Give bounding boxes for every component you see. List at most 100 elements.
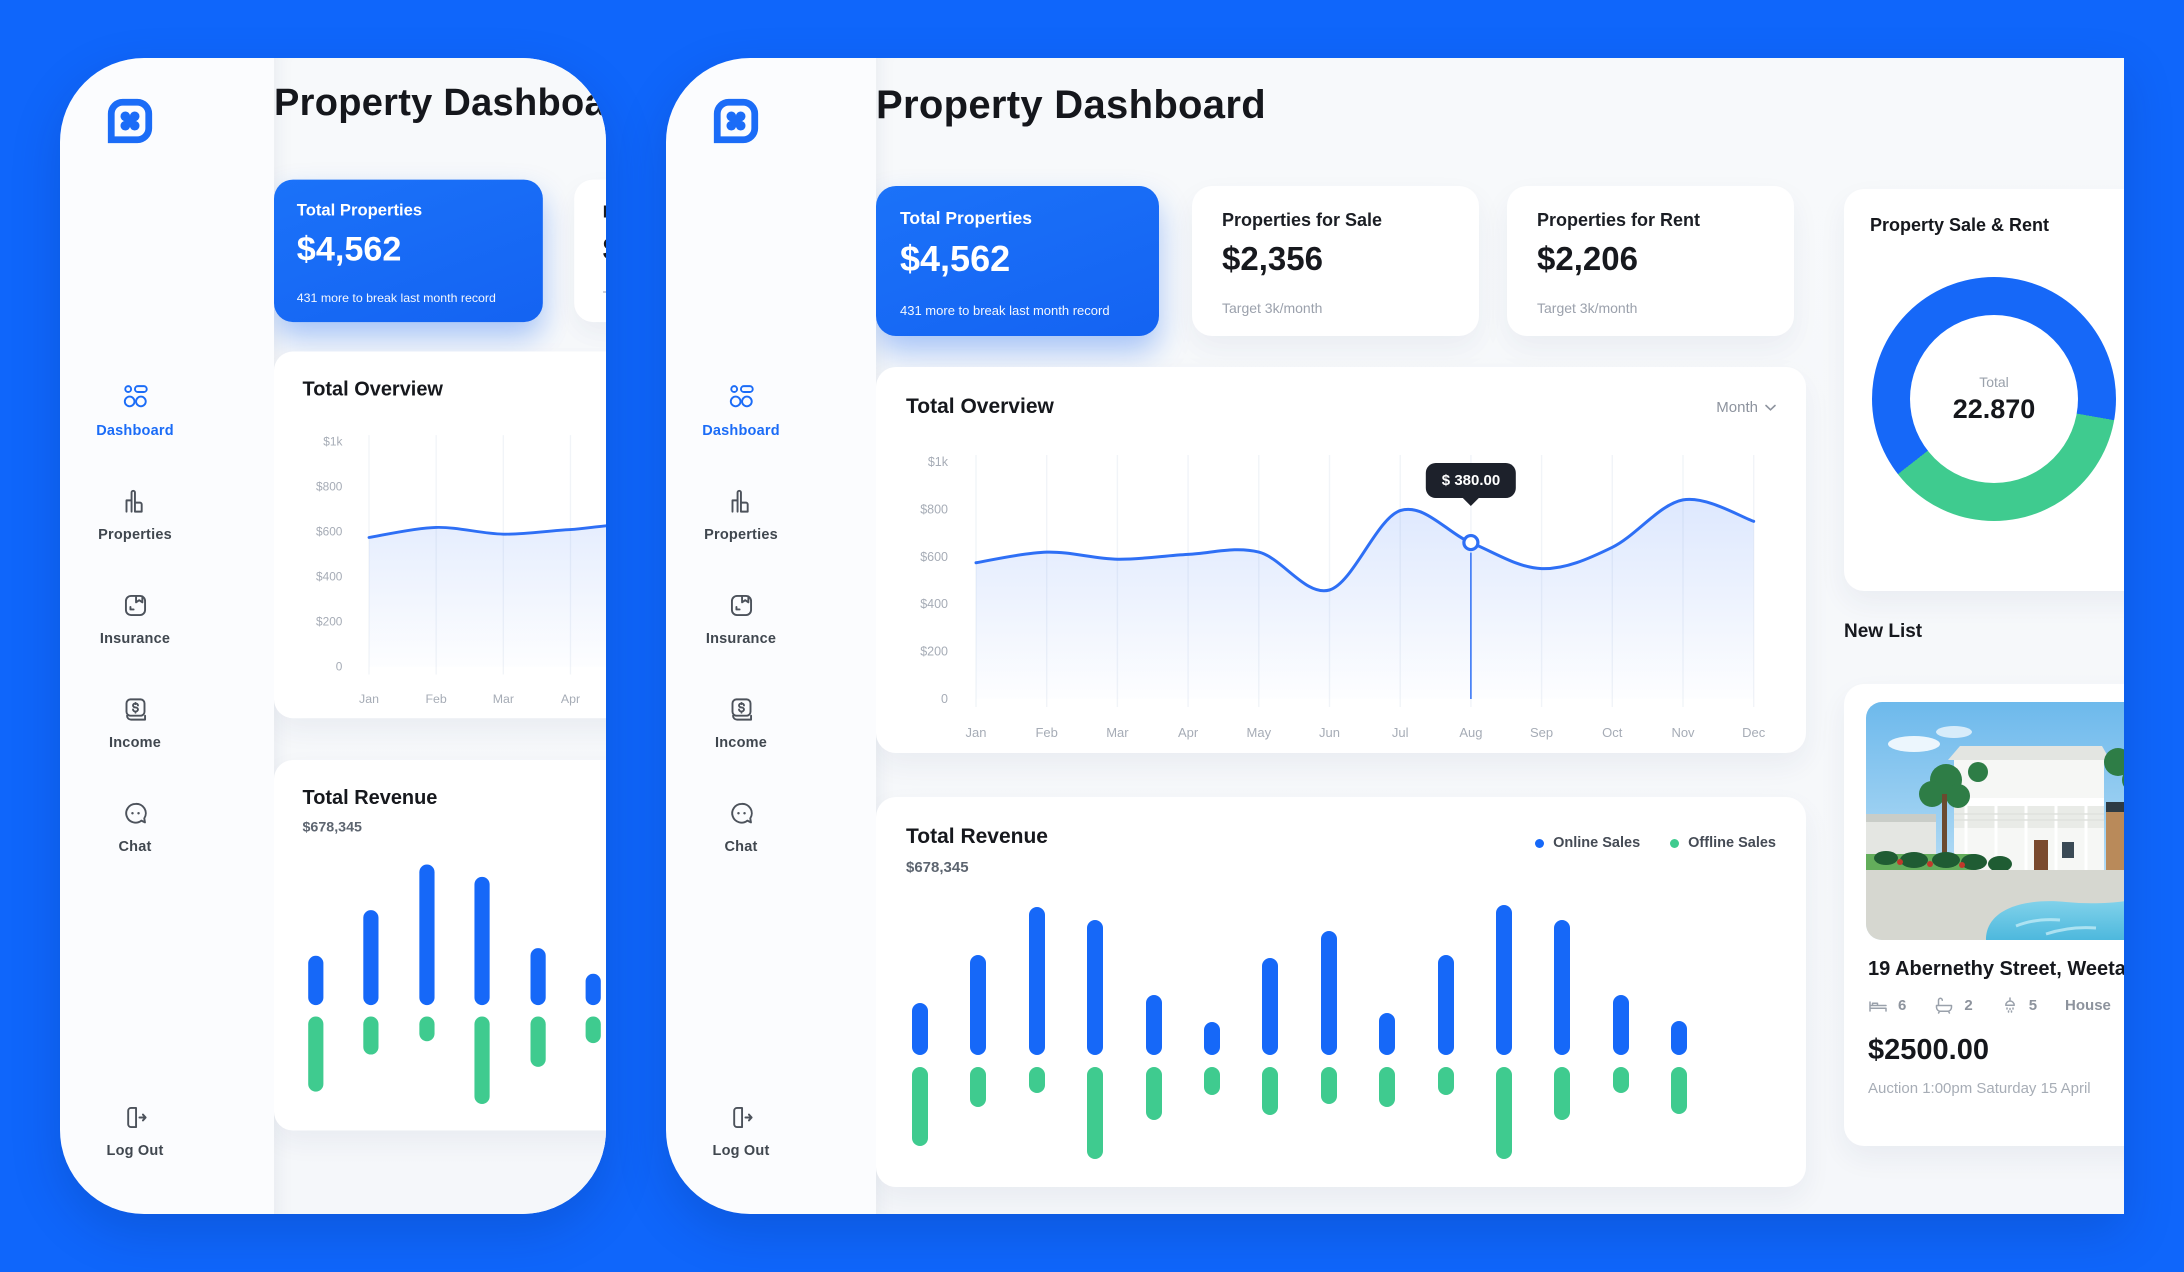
svg-text:$400: $400 — [920, 597, 948, 611]
offline-sales-bar — [1204, 1067, 1220, 1095]
showers-count: 5 — [2028, 996, 2038, 1014]
sidebar-item-label: Properties — [704, 527, 778, 543]
sidebar-item-dashboard[interactable]: Dashboard — [60, 384, 210, 439]
svg-text:$1k: $1k — [323, 435, 342, 449]
offline-sales-bar — [308, 1016, 324, 1092]
offline-sales-bar — [419, 1016, 435, 1042]
sidebar: Dashboard Properties Insurance Income — [666, 58, 816, 1214]
total-overview-card: $1k $800 $600 $400 $200 0 Jan Feb Mar Apr May Jun Ju… — [876, 367, 1806, 753]
offline-sales-dot — [1670, 838, 1680, 848]
online-sales-bar — [1262, 957, 1279, 1055]
sidebar-item-dashboard[interactable]: Dashboard — [666, 384, 816, 439]
legend-label: Offline Sales — [1688, 835, 1776, 851]
svg-text:0: 0 — [336, 660, 343, 674]
offline-sales-bar — [530, 1016, 546, 1068]
listing-card[interactable]: 19 Abernethy Street, Weetan 6 2 5 Ho — [1844, 684, 2124, 1146]
sidebar-item-logout[interactable]: Log Out — [60, 1104, 210, 1159]
online-sales-bar — [912, 1002, 928, 1055]
donut-center: Total 22.870 — [1910, 315, 2078, 483]
svg-text:Dec: Dec — [1742, 725, 1766, 740]
svg-text:Sep: Sep — [1530, 725, 1553, 740]
listing-price: $2500.00 — [1868, 1034, 1989, 1066]
chevron-down-icon — [1765, 404, 1776, 411]
sidebar-item-income[interactable]: Income — [60, 696, 210, 751]
overview-line-chart: $1k$800$600$400$2000JanFebMarAprMayJunJu… — [316, 435, 606, 706]
stat-label: Properties for Rent — [1537, 210, 1701, 230]
online-sales-bar — [1028, 906, 1045, 1055]
revenue-total: $678,345 — [302, 818, 362, 836]
online-sales-bar — [1671, 1020, 1688, 1055]
chat-bubble-icon — [124, 802, 147, 824]
income-book-icon — [731, 698, 752, 721]
sidebar-item-income[interactable]: Income — [666, 696, 816, 751]
revenue-bar-pair — [912, 903, 928, 1165]
revenue-bar-pair — [1554, 903, 1571, 1165]
sidebar: Dashboard Properties Insurance Income — [60, 58, 210, 1214]
card-title: Total Revenue — [302, 786, 438, 809]
logout-icon — [126, 1106, 147, 1129]
logout-icon — [732, 1106, 753, 1129]
sidebar-item-chat[interactable]: Chat — [60, 800, 210, 855]
total-properties-card: Total Properties $4,562 431 more to brea… — [274, 179, 543, 323]
main-content: Property Dashboard Total Properties $4,5… — [876, 58, 2124, 1214]
svg-text:$1k: $1k — [928, 455, 949, 469]
bath-icon — [1936, 997, 1953, 1014]
online-sales-bar — [530, 948, 546, 1006]
revenue-bar-chart — [308, 861, 606, 1110]
listing-type: House — [2065, 996, 2111, 1014]
total-properties-card: Total Properties $4,562 431 more to brea… — [876, 186, 1159, 336]
sidebar-item-properties[interactable]: Properties — [60, 488, 210, 543]
property-sale-rent-card: Property Sale & Rent Total 22.870 — [1844, 189, 2124, 591]
sidebar-item-chat[interactable]: Chat — [666, 800, 816, 855]
revenue-bar-pair — [1087, 903, 1104, 1165]
sidebar-item-label: Income — [715, 735, 767, 751]
sidebar-item-label: Log Out — [106, 1143, 164, 1159]
online-sales-bar — [474, 876, 490, 1006]
online-sales-bar — [1437, 954, 1454, 1055]
svg-text:Mar: Mar — [493, 692, 514, 706]
legend-item-online: Online Sales — [1535, 835, 1640, 851]
offline-sales-bar — [1671, 1067, 1688, 1114]
stat-label: Total Properties — [900, 208, 1032, 228]
svg-text:Nov: Nov — [1671, 725, 1695, 740]
brand-logo-icon — [713, 98, 759, 144]
revenue-bar-pair — [1671, 903, 1688, 1165]
sidebar-item-properties[interactable]: Properties — [666, 488, 816, 543]
dashboard-grid-icon — [123, 385, 148, 408]
online-sales-bar — [1496, 905, 1512, 1055]
page-title: Property Dashboard — [274, 81, 606, 124]
svg-text:Jul: Jul — [1392, 725, 1409, 740]
sidebar-item-insurance[interactable]: Insurance — [666, 592, 816, 647]
donut-center-label: Total — [1979, 373, 2009, 390]
svg-text:Apr: Apr — [561, 692, 580, 706]
beds-count: 6 — [1898, 996, 1907, 1014]
legend-label: Online Sales — [1553, 835, 1641, 851]
sidebar-item-logout[interactable]: Log Out — [666, 1104, 816, 1159]
properties-for-sale-card: Properties for Sale $2,356 Target 3k/mon… — [1192, 186, 1479, 336]
card-title: Total Overview — [906, 395, 1054, 418]
offline-sales-bar — [585, 1016, 601, 1043]
svg-text:Jan: Jan — [966, 725, 987, 740]
stat-label: Properties for Sale — [1222, 210, 1383, 230]
offline-sales-bar — [970, 1067, 987, 1107]
stat-value: $2,356 — [603, 231, 606, 267]
stat-note: Target 3k/month — [1222, 300, 1323, 316]
svg-text:May: May — [1247, 725, 1272, 740]
period-dropdown[interactable]: Month — [1716, 399, 1776, 416]
svg-text:Apr: Apr — [1178, 725, 1199, 740]
income-book-icon — [125, 698, 146, 721]
svg-text:Aug: Aug — [1459, 725, 1482, 740]
online-sales-bar — [1379, 1013, 1396, 1055]
sidebar-item-label: Log Out — [712, 1143, 770, 1159]
stat-value: $4,562 — [900, 238, 1011, 279]
revenue-bar-pair — [1262, 903, 1279, 1165]
svg-text:$600: $600 — [316, 525, 343, 539]
online-sales-bar — [363, 909, 379, 1006]
dashboard-grid-icon — [729, 385, 754, 408]
offline-sales-bar — [1496, 1067, 1512, 1159]
stat-value: $2,356 — [1222, 240, 1323, 277]
chart-legend: Online Sales Offline Sales — [1535, 835, 1776, 851]
sidebar-item-label: Chat — [724, 839, 758, 855]
sidebar-item-insurance[interactable]: Insurance — [60, 592, 210, 647]
